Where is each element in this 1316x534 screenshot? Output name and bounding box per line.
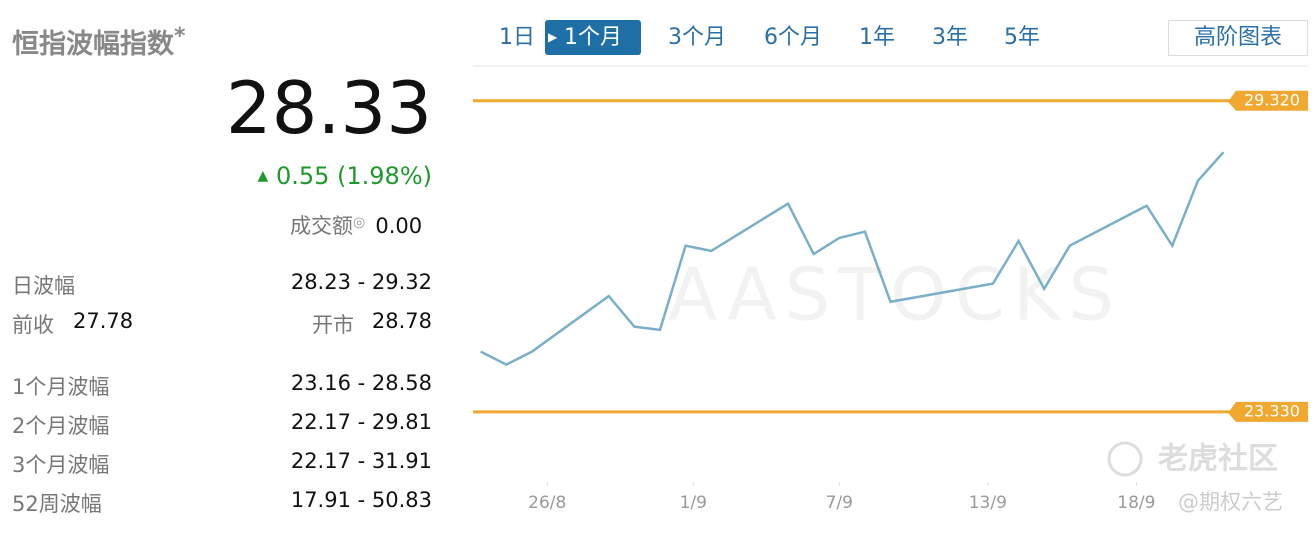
stat-value: 22.17 - 31.91	[290, 449, 432, 473]
stat-label: 3个月波幅	[12, 453, 110, 477]
range-tab[interactable]: 5年	[1004, 25, 1040, 50]
reference-label: 23.330	[1244, 401, 1300, 420]
watermark: @期权六艺	[1178, 490, 1283, 514]
title-text: 恒指波幅指数	[12, 29, 174, 60]
price: 28.33	[225, 66, 432, 150]
range-tab[interactable]: 1个月 ▶	[545, 20, 641, 55]
x-tick-label: 26/8	[528, 493, 566, 513]
title: 恒指波幅指数*	[12, 22, 186, 61]
turnover-value: 0.00	[375, 214, 423, 238]
info-icon: ◎	[353, 214, 366, 231]
tab-arrow: ▶	[548, 30, 558, 44]
stat-value: 23.16 - 28.58	[290, 371, 432, 395]
x-tick-label: 7/9	[826, 493, 853, 513]
range-tab[interactable]: 1日	[499, 25, 535, 50]
price-line	[480, 151, 1225, 367]
watermark: 老虎社区	[1158, 442, 1278, 477]
reference-label: 29.320	[1244, 90, 1300, 109]
change-text: 0.55 (1.98%)	[275, 162, 432, 190]
stat-label: 52周波幅	[12, 492, 102, 516]
stat-label: 前收	[12, 313, 54, 337]
stat-value: 27.78	[73, 309, 134, 333]
stat-label: 日波幅	[12, 274, 75, 298]
title-mark: *	[174, 24, 186, 49]
stat-value: 28.78	[371, 309, 432, 333]
turnover-label: 成交额	[290, 214, 353, 238]
stat-value: 17.91 - 50.83	[290, 488, 432, 512]
stat-label: 2个月波幅	[12, 414, 110, 438]
stat-value: 28.23 - 29.32	[290, 270, 432, 294]
watermark-logo	[1107, 441, 1143, 477]
stat-value: 22.17 - 29.81	[290, 410, 432, 434]
range-tab[interactable]: 3个月	[668, 25, 726, 50]
x-tick-label: 13/9	[969, 493, 1007, 513]
stat-label: 1个月波幅	[12, 375, 110, 399]
up-arrow: ▲	[257, 168, 269, 184]
watermark: AASTOCKS	[668, 253, 1122, 337]
x-tick-label: 1/9	[680, 493, 707, 513]
stat-label: 开市	[312, 313, 354, 337]
change: ▲ 0.55 (1.98%)	[258, 162, 432, 190]
reference-tag	[1228, 90, 1308, 111]
range-tab[interactable]: 3年	[932, 25, 968, 50]
range-tab[interactable]: 6个月	[764, 25, 822, 50]
range-tab[interactable]: 1年	[859, 25, 895, 50]
x-tick-label: 18/9	[1117, 493, 1155, 513]
advanced-chart-button[interactable]: 高阶图表	[1168, 20, 1308, 56]
reference-tag	[1228, 401, 1308, 422]
turnover: 成交额◎ 0.00	[290, 210, 422, 240]
